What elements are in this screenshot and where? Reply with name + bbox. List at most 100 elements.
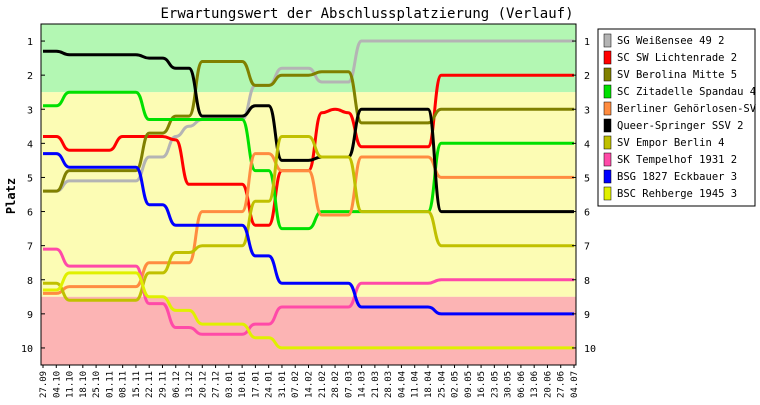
x-tick-label: 30.05 [504,371,514,398]
x-tick-label: 18.10 [79,371,89,398]
x-tick-label: 27.09 [39,371,49,398]
legend-label: SG Weißensee 49 2 [617,35,724,47]
x-tick-label: 27.06 [557,371,567,398]
legend-swatch [603,152,612,167]
series-line-8 [43,247,574,336]
legend: SG Weißensee 49 2 SC SW Lichtenrade 2 SV B… [597,28,757,207]
y-tick-label-left: 7 [27,242,33,253]
y-tick-label-left: 6 [27,208,33,219]
y-tick-label-right: 9 [584,310,590,321]
y-tick-label-right: 5 [584,173,590,184]
x-tick-label: 06.12 [172,371,182,398]
series-line-9 [43,152,574,316]
legend-swatch [603,50,612,65]
y-tick-label-right: 7 [584,242,590,253]
legend-label: SC SW Lichtenrade 2 [617,52,737,64]
y-tick-label-right: 6 [584,208,590,219]
x-tick-label: 23.05 [490,371,500,398]
zone-midfield [41,92,576,297]
x-tick-label: 04.07 [570,371,580,398]
x-tick-label: 08.11 [119,371,129,398]
legend-swatch [603,67,612,82]
y-tick-label-right: 1 [584,37,590,48]
legend-label: SC Zitadelle Spandau 4 [617,86,756,98]
x-tick-label: 28.02 [331,371,341,398]
y-tick-label-right: 2 [584,71,590,82]
series-line-7 [42,135,574,302]
y-tick-label-left: 2 [27,71,33,82]
legend-label: SV Empor Berlin 4 [617,137,724,149]
x-tick-label: 14.02 [305,371,315,398]
legend-swatch [603,118,612,133]
y-tick-label-left: 8 [27,276,33,287]
x-axis-ticks: 27.09 04.10 11.10 18.10 25.10 01.11 08.11 15.11… [39,365,580,398]
x-tick-label: 25.04 [437,371,447,398]
series-line-5 [43,152,574,295]
x-tick-label: 22.11 [145,371,155,398]
y-tick-label-left: 4 [27,139,33,150]
x-tick-label: 14.03 [358,371,368,398]
legend-label: SK Tempelhof 1931 2 [617,154,737,166]
y-axis-ticks: 1 1 2 2 3 3 4 4 5 5 6 6 7 7 8 8 9 9 10 10 [21,37,596,355]
x-tick-label: 04.04 [397,371,407,398]
zone-promotion [41,24,576,93]
series-line-1 [42,39,574,193]
x-tick-label: 11.04 [411,371,421,398]
x-tick-label: 18.04 [424,371,434,398]
x-tick-label: 07.02 [291,371,301,398]
y-tick-label-right: 10 [584,344,596,355]
x-tick-label: 10.01 [238,371,248,398]
legend-label: SV Berolina Mitte 5 [617,69,737,81]
x-tick-label: 25.10 [92,371,102,398]
legend-box [597,28,756,207]
y-tick-label-left: 5 [27,173,33,184]
series-lines [42,39,574,350]
x-tick-label: 09.05 [464,371,474,398]
x-tick-label: 02.05 [451,371,461,398]
series-line-6 [43,49,574,214]
legend-swatch [603,33,612,48]
x-tick-label: 28.03 [384,371,394,398]
x-tick-label: 16.05 [477,371,487,398]
series-line-3 [42,60,574,193]
x-tick-label: 27.12 [212,371,222,398]
legend-label: Berliner Gehörlosen-SV [617,103,757,115]
x-tick-label: 01.11 [105,371,115,398]
legend-label: Queer-Springer SSV 2 [617,120,743,132]
x-tick-label: 31.01 [278,371,288,398]
y-tick-label-left: 1 [27,37,33,48]
y-tick-label-left: 10 [21,344,33,355]
x-tick-label: 21.03 [371,371,381,398]
y-tick-label-left: 9 [27,310,33,321]
x-tick-label: 03.01 [225,371,235,398]
legend-swatch [603,186,612,201]
x-tick-label: 24.01 [265,371,275,398]
x-tick-label: 20.06 [543,371,553,398]
x-tick-label: 11.10 [66,371,76,398]
x-tick-label: 20.12 [198,371,208,398]
series-line-10 [43,271,574,350]
x-tick-label: 21.02 [318,371,328,398]
y-tick-label-right: 8 [584,276,590,287]
x-tick-label: 13.12 [185,371,195,398]
y-axis-label: Platz [4,178,18,214]
x-tick-label: 13.06 [530,371,540,398]
x-tick-label: 06.06 [517,371,527,398]
legend-label: BSC Rehberge 1945 3 [617,188,737,200]
x-tick-label: 04.10 [52,371,62,398]
x-tick-label: 15.11 [132,371,142,398]
legend-label: BSG 1827 Eckbauer 3 [617,171,737,183]
legend-swatch [603,84,612,99]
x-tick-label: 07.03 [344,371,354,398]
legend-swatch [603,169,612,184]
x-tick-label: 29.11 [158,371,168,398]
x-tick-label: 17.01 [251,371,261,398]
y-tick-label-left: 3 [27,105,33,116]
chart-title: Erwartungswert der Abschlussplatzierung … [160,6,573,22]
y-tick-label-right: 3 [584,105,590,116]
y-tick-label-right: 4 [584,139,590,150]
legend-swatch [603,101,612,116]
series-line-4 [43,90,574,231]
